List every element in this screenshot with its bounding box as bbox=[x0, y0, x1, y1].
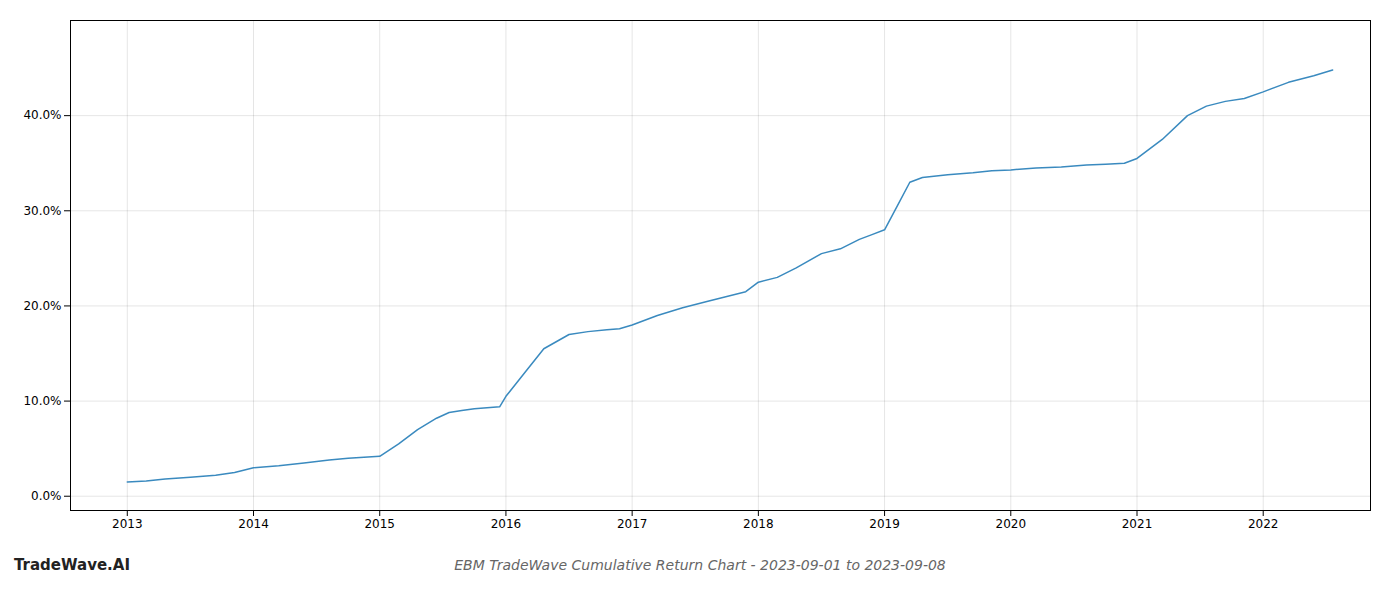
svg-text:2020: 2020 bbox=[996, 517, 1027, 531]
svg-text:2015: 2015 bbox=[364, 517, 395, 531]
svg-text:2016: 2016 bbox=[491, 517, 522, 531]
svg-text:2014: 2014 bbox=[238, 517, 269, 531]
svg-text:30.0%: 30.0% bbox=[23, 204, 61, 218]
svg-text:2022: 2022 bbox=[1248, 517, 1279, 531]
svg-text:2013: 2013 bbox=[112, 517, 143, 531]
svg-text:2018: 2018 bbox=[743, 517, 774, 531]
html-text:EBM TradeWave Cumulative Retur: EBM TradeWave Cumulative Return Chart - … bbox=[454, 557, 946, 573]
svg-text:2021: 2021 bbox=[1122, 517, 1153, 531]
svg-text:20.0%: 20.0% bbox=[23, 299, 61, 313]
svg-text:40.0%: 40.0% bbox=[23, 108, 61, 122]
svg-text:0.0%: 0.0% bbox=[31, 489, 62, 503]
svg-text:10.0%: 10.0% bbox=[23, 394, 61, 408]
svg-text:2019: 2019 bbox=[869, 517, 900, 531]
html-text:TradeWave.AI: TradeWave.AI bbox=[14, 556, 130, 574]
svg-text:2017: 2017 bbox=[617, 517, 648, 531]
